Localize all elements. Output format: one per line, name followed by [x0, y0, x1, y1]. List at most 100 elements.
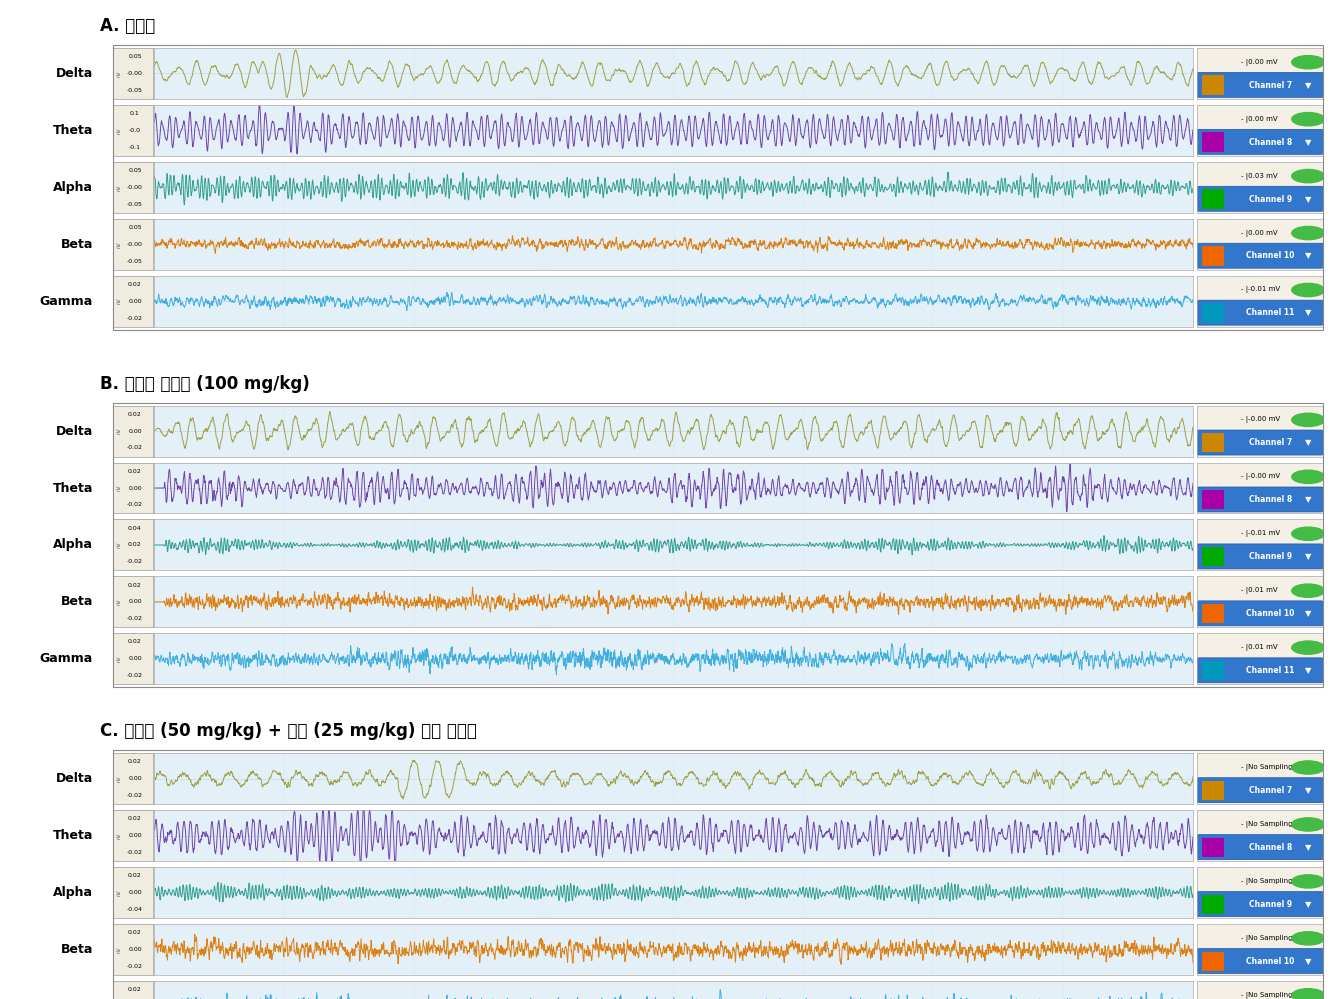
Text: Channel 8: Channel 8: [1249, 496, 1291, 504]
Text: -0.02: -0.02: [126, 446, 144, 451]
Text: - |0.00 mV: - |0.00 mV: [1241, 230, 1278, 237]
Text: -0.1: -0.1: [129, 145, 141, 150]
Text: -0.02: -0.02: [126, 316, 144, 321]
Text: Theta: Theta: [53, 482, 93, 495]
Text: Channel 7: Channel 7: [1249, 786, 1291, 795]
Text: Channel 10: Channel 10: [1246, 957, 1294, 966]
Text: -0.05: -0.05: [128, 88, 142, 93]
Text: 0.00: 0.00: [128, 299, 142, 304]
Bar: [1202, 190, 1224, 209]
Text: ▼: ▼: [1305, 138, 1311, 147]
FancyBboxPatch shape: [1197, 600, 1323, 625]
Text: Theta: Theta: [53, 124, 93, 137]
Text: 0.00: 0.00: [128, 599, 142, 604]
Text: - |-0.01 mV: - |-0.01 mV: [1241, 287, 1281, 294]
Circle shape: [1291, 471, 1325, 484]
Text: Beta: Beta: [61, 943, 93, 956]
Text: -0.05: -0.05: [128, 202, 142, 207]
Text: 0.00: 0.00: [128, 486, 142, 491]
Text: ▼: ▼: [1305, 666, 1311, 675]
Text: - |0.01 mV: - |0.01 mV: [1241, 587, 1278, 594]
Text: ▼: ▼: [1305, 252, 1311, 261]
Text: 0.1: 0.1: [130, 111, 140, 116]
Text: 0.00: 0.00: [128, 776, 142, 781]
Bar: [1202, 781, 1224, 800]
Text: ▼: ▼: [1305, 786, 1311, 795]
FancyBboxPatch shape: [1197, 777, 1323, 802]
Circle shape: [1291, 414, 1325, 427]
Text: 0.00: 0.00: [128, 429, 142, 434]
Text: A. 대조군: A. 대조군: [100, 17, 156, 35]
Circle shape: [1291, 113, 1325, 126]
Text: -0.0: -0.0: [129, 128, 141, 133]
Text: nV: nV: [117, 485, 121, 492]
Text: 0.02: 0.02: [128, 639, 142, 644]
Text: 0.02: 0.02: [128, 759, 142, 764]
Text: ▼: ▼: [1305, 309, 1311, 318]
Circle shape: [1291, 875, 1325, 888]
Text: 0.02: 0.02: [128, 412, 142, 417]
FancyBboxPatch shape: [1197, 543, 1323, 568]
Text: -0.04: -0.04: [126, 907, 144, 912]
Text: - |-0.01 mV: - |-0.01 mV: [1241, 530, 1281, 537]
Text: ▼: ▼: [1305, 195, 1311, 204]
Text: Beta: Beta: [61, 238, 93, 251]
FancyBboxPatch shape: [1197, 186, 1323, 211]
Bar: [1202, 838, 1224, 857]
Text: 0.02: 0.02: [128, 542, 142, 547]
FancyBboxPatch shape: [1197, 129, 1323, 154]
Text: nV: nV: [117, 241, 121, 248]
FancyBboxPatch shape: [1197, 243, 1323, 268]
Text: Alpha: Alpha: [53, 181, 93, 194]
Text: Channel 7: Channel 7: [1249, 439, 1291, 448]
Text: Delta: Delta: [56, 67, 93, 80]
FancyBboxPatch shape: [1197, 657, 1323, 682]
Text: -0.02: -0.02: [126, 616, 144, 621]
Circle shape: [1291, 284, 1325, 297]
Text: ▼: ▼: [1305, 81, 1311, 90]
Text: Channel 7: Channel 7: [1249, 81, 1291, 90]
Text: Channel 10: Channel 10: [1246, 609, 1294, 618]
Text: 0.02: 0.02: [128, 873, 142, 878]
Text: 0.02: 0.02: [128, 282, 142, 287]
Text: 0.00: 0.00: [128, 947, 142, 952]
Text: 0.05: 0.05: [128, 54, 142, 59]
Text: nV: nV: [117, 598, 121, 605]
Text: -0.05: -0.05: [128, 259, 142, 264]
Text: Delta: Delta: [56, 425, 93, 438]
Text: ▼: ▼: [1305, 900, 1311, 909]
Text: - |-0.00 mV: - |-0.00 mV: [1241, 417, 1281, 424]
Text: nV: nV: [117, 541, 121, 548]
Bar: [1202, 895, 1224, 914]
Text: -0.00: -0.00: [128, 71, 142, 76]
Bar: [1202, 434, 1224, 453]
FancyBboxPatch shape: [1197, 430, 1323, 455]
Text: -0.00: -0.00: [128, 185, 142, 190]
Bar: [1202, 547, 1224, 566]
Text: Delta: Delta: [56, 772, 93, 785]
Bar: [1202, 247, 1224, 266]
Text: nV: nV: [117, 127, 121, 134]
Text: ▼: ▼: [1305, 843, 1311, 852]
Text: - |0.00 mV: - |0.00 mV: [1241, 59, 1278, 66]
Text: Channel 9: Channel 9: [1249, 195, 1291, 204]
Text: nV: nV: [117, 832, 121, 839]
Text: Theta: Theta: [53, 829, 93, 842]
Text: Alpha: Alpha: [53, 538, 93, 551]
Text: B. 하고초 투여군 (100 mg/kg): B. 하고초 투여군 (100 mg/kg): [100, 375, 310, 393]
Bar: [1202, 604, 1224, 623]
Text: C. 하고초 (50 mg/kg) + 약쾽 (25 mg/kg) 배합 투여군: C. 하고초 (50 mg/kg) + 약쾽 (25 mg/kg) 배합 투여군: [100, 722, 476, 740]
Text: - |No Sampling: - |No Sampling: [1241, 935, 1293, 942]
Text: Alpha: Alpha: [53, 886, 93, 899]
Text: 0.00: 0.00: [128, 656, 142, 661]
Text: 0.05: 0.05: [128, 168, 142, 173]
FancyBboxPatch shape: [1197, 72, 1323, 97]
Bar: [1202, 491, 1224, 509]
Text: 0.04: 0.04: [128, 525, 142, 530]
Text: Beta: Beta: [61, 595, 93, 608]
Text: - |-0.00 mV: - |-0.00 mV: [1241, 474, 1281, 481]
Text: - |No Sampling: - |No Sampling: [1241, 992, 1293, 999]
FancyBboxPatch shape: [1197, 834, 1323, 859]
Circle shape: [1291, 170, 1325, 183]
Text: nV: nV: [117, 655, 121, 662]
